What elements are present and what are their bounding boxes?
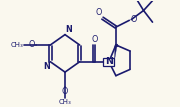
Text: O: O: [95, 8, 102, 17]
Bar: [103, 58, 114, 65]
Text: N: N: [43, 62, 50, 71]
Polygon shape: [114, 46, 117, 61]
Text: N: N: [105, 57, 113, 66]
Text: N: N: [66, 25, 73, 34]
Text: O: O: [28, 40, 35, 49]
Text: CH₃: CH₃: [10, 42, 23, 48]
Text: O: O: [130, 15, 137, 24]
Text: O: O: [62, 87, 68, 97]
Text: O: O: [91, 35, 98, 44]
Text: CH₃: CH₃: [59, 99, 71, 105]
